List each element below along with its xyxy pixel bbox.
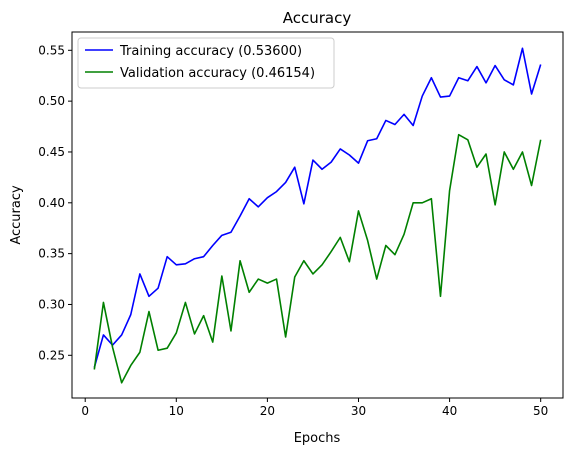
chart-title: Accuracy bbox=[283, 9, 352, 27]
legend-label-validation: Validation accuracy (0.46154) bbox=[120, 66, 315, 81]
plot-data bbox=[93, 47, 542, 384]
y-tick-label: 0.25 bbox=[38, 348, 65, 362]
training-accuracy-line bbox=[93, 47, 542, 368]
plot-frame bbox=[71, 31, 564, 399]
x-tick-label: 50 bbox=[533, 404, 548, 418]
x-tick-label: 30 bbox=[351, 404, 366, 418]
x-tick-label: 40 bbox=[442, 404, 457, 418]
legend-label-training: Training accuracy (0.53600) bbox=[119, 44, 302, 59]
x-tick-label: 10 bbox=[169, 404, 184, 418]
y-tick-label: 0.45 bbox=[38, 145, 65, 159]
y-axis-ticks: 0.25 0.30 0.35 0.40 0.45 0.50 0.55 bbox=[38, 43, 72, 362]
x-axis-ticks: 0 10 20 30 40 50 bbox=[81, 398, 548, 418]
legend: Training accuracy (0.53600) Validation a… bbox=[77, 37, 335, 89]
x-tick-label: 20 bbox=[260, 404, 275, 418]
y-tick-label: 0.55 bbox=[38, 43, 65, 57]
y-tick-label: 0.35 bbox=[38, 247, 65, 261]
x-tick-label: 0 bbox=[81, 404, 89, 418]
y-tick-label: 0.30 bbox=[38, 297, 65, 311]
validation-accuracy-line bbox=[93, 133, 542, 384]
y-tick-label: 0.40 bbox=[38, 196, 65, 210]
x-axis-label: Epochs bbox=[294, 431, 341, 446]
y-axis-label: Accuracy bbox=[9, 185, 24, 245]
y-tick-label: 0.50 bbox=[38, 94, 65, 108]
legend-box bbox=[77, 37, 335, 89]
